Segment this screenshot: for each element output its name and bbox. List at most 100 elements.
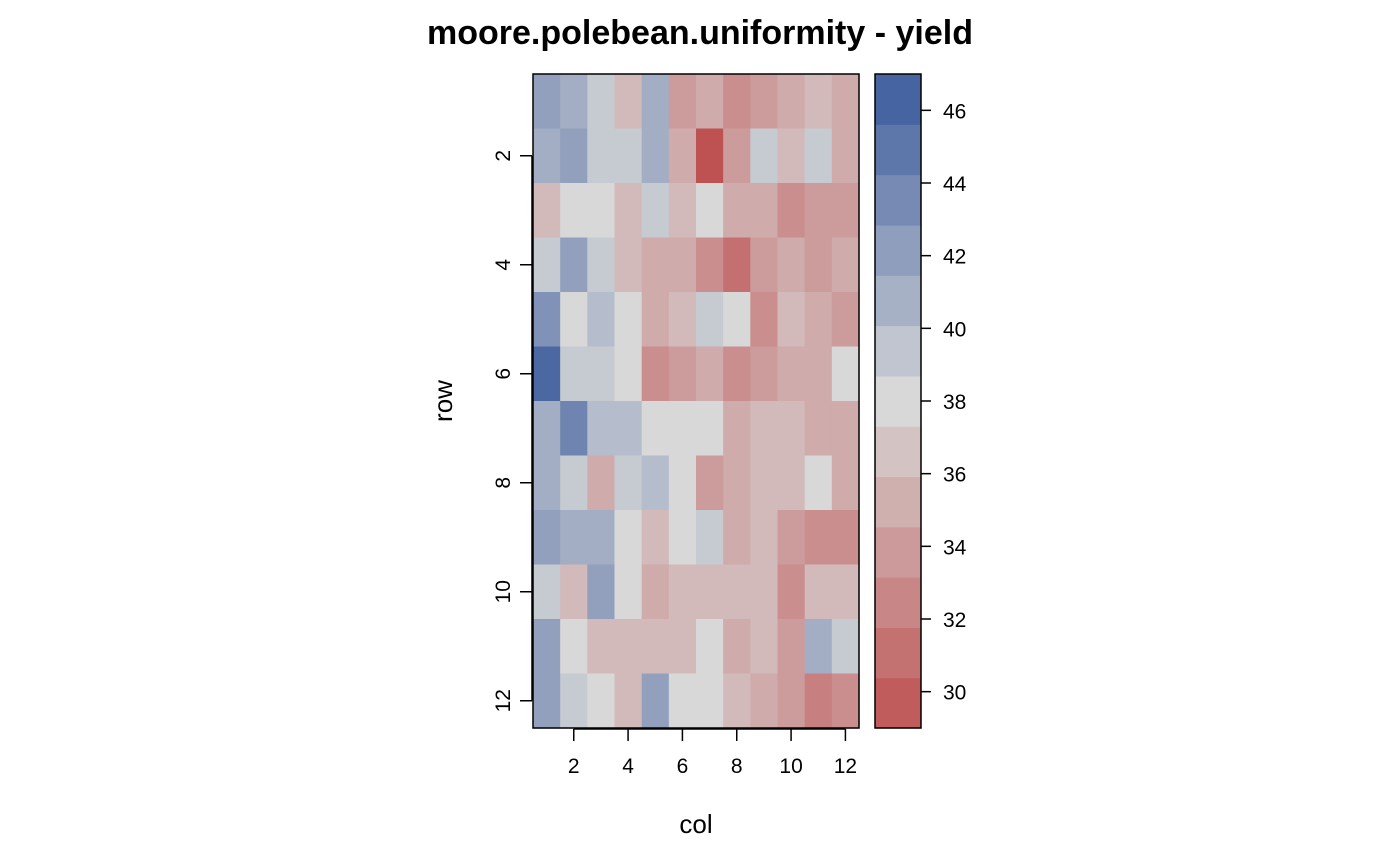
heatmap-cell	[804, 510, 833, 566]
colorbar-band	[875, 627, 921, 679]
y-tick-label: 8	[492, 477, 515, 489]
heatmap-cell	[668, 564, 697, 620]
heatmap-cell	[750, 673, 779, 729]
heatmap-cell	[777, 346, 806, 402]
heatmap-cell	[750, 510, 779, 566]
heatmap-cell	[560, 346, 588, 402]
heatmap-cell	[587, 183, 616, 239]
heatmap-cell	[560, 401, 588, 457]
heatmap-cell	[804, 455, 833, 511]
heatmap-cell	[560, 673, 588, 729]
x-tick-label: 6	[677, 755, 689, 778]
heatmap-cell	[533, 564, 561, 620]
heatmap-cell	[533, 346, 561, 402]
heatmap-cell	[533, 183, 561, 239]
heatmap-cell	[723, 564, 751, 620]
heatmap-cell	[696, 455, 724, 511]
heatmap-cell	[777, 564, 806, 620]
heatmap-cell	[614, 510, 643, 566]
colorbar-band	[875, 577, 921, 628]
y-tick-label: 4	[492, 259, 515, 271]
heatmap-cell	[641, 673, 670, 729]
heatmap-cell	[587, 237, 616, 293]
heatmap-cell	[587, 74, 616, 130]
heatmap-cell	[668, 183, 697, 239]
heatmap-cell	[750, 183, 779, 239]
heatmap-cell	[668, 346, 697, 402]
colorbar-tick-label: 44	[943, 173, 967, 196]
x-tick-label: 4	[622, 755, 634, 778]
colorbar-band	[875, 426, 921, 478]
heatmap-cell	[723, 401, 751, 457]
heatmap-cell	[668, 673, 697, 729]
y-tick-label: 12	[492, 689, 515, 712]
heatmap-cell	[614, 455, 643, 511]
heatmap-cell	[777, 673, 806, 729]
colorbar-band	[875, 375, 921, 427]
heatmap-cell	[641, 237, 670, 293]
heatmap-cell	[641, 183, 670, 239]
colorbar-tick-label: 40	[943, 318, 966, 341]
colorbar-tick-label: 42	[943, 246, 966, 269]
heatmap-cell	[804, 237, 833, 293]
heatmap-cell	[560, 74, 588, 130]
heatmap-cell	[641, 128, 670, 184]
heatmap-cell	[777, 128, 806, 184]
heatmap-cell	[614, 237, 643, 293]
heatmap-cell	[641, 619, 670, 675]
colorbar-axis: 30 32 34 36 38 40 42 44 46	[921, 100, 967, 705]
y-axis-label: row	[428, 380, 458, 422]
colorbar-band	[875, 224, 921, 276]
heatmap-cell	[831, 237, 860, 293]
colorbar-band	[875, 476, 921, 528]
heatmap-cell	[668, 237, 697, 293]
heatmap-cell	[641, 346, 670, 402]
heatmap-cell	[560, 237, 588, 293]
heatmap-cell	[831, 74, 860, 130]
heatmap-cell	[831, 564, 860, 620]
heatmap-cell	[533, 673, 561, 729]
x-tick-label: 12	[834, 755, 857, 778]
heatmap-cell	[723, 237, 751, 293]
heatmap-cell	[587, 673, 616, 729]
heatmap-cell	[696, 128, 724, 184]
heatmap-cell	[750, 455, 779, 511]
heatmap-cell	[777, 455, 806, 511]
heatmap-cell	[777, 183, 806, 239]
heatmap-cell	[560, 183, 588, 239]
colorbar-band	[875, 325, 921, 377]
heatmap-cell	[587, 401, 616, 457]
colorbar-tick-label: 46	[943, 100, 966, 123]
heatmap-cell	[614, 346, 643, 402]
heatmap-cell	[560, 128, 588, 184]
heatmap-cell	[614, 401, 643, 457]
heatmap-cell	[804, 128, 833, 184]
heatmap-cell	[614, 128, 643, 184]
heatmap-cell	[831, 619, 860, 675]
heatmap-cell	[696, 401, 724, 457]
heatmap-cell	[750, 74, 779, 130]
heatmap-cell	[614, 292, 643, 348]
x-tick-label: 10	[779, 755, 802, 778]
heatmap-cell	[668, 455, 697, 511]
heatmap-cell	[804, 183, 833, 239]
y-axis: 2 4 6 8 10 12	[492, 150, 533, 712]
heatmap-cell	[804, 673, 833, 729]
x-axis-label: col	[679, 809, 712, 839]
heatmap-cell	[533, 237, 561, 293]
colorbar-tick-label: 38	[943, 391, 966, 414]
heatmap-cell	[831, 346, 860, 402]
heatmap-cell	[641, 292, 670, 348]
heatmap-cell	[750, 619, 779, 675]
heatmap-cell	[831, 292, 860, 348]
colorbar-band	[875, 275, 921, 327]
heatmap-cell	[750, 237, 779, 293]
heatmap-cell	[831, 401, 860, 457]
heatmap-cell	[668, 292, 697, 348]
y-tick-label: 2	[492, 150, 515, 162]
heatmap-cell	[614, 564, 643, 620]
heatmap-cell	[696, 564, 724, 620]
heatmap-cell	[777, 510, 806, 566]
heatmap-cell	[696, 237, 724, 293]
heatmap-cell	[533, 128, 561, 184]
